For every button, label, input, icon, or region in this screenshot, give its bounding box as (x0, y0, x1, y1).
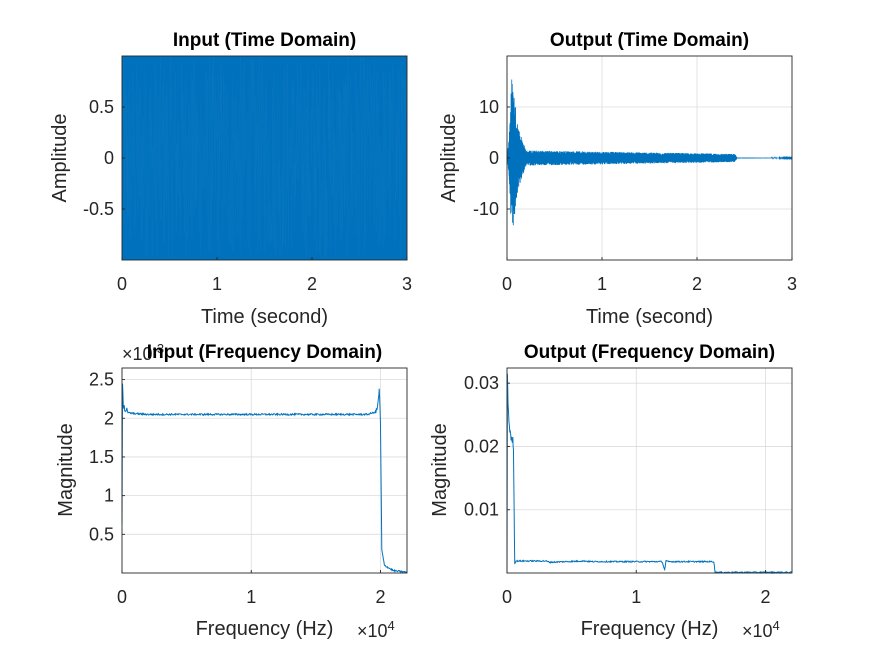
subplot-input-frequency: 0 1 20.511.522.5 ×10-3 Input (Frequency Do… (55, 341, 408, 641)
x-tick-label: 0 (502, 587, 512, 607)
y-tick-label: 0 (489, 148, 499, 168)
x-exponent-label: ×104 (357, 618, 395, 641)
y-tick-label: 0.01 (464, 500, 499, 520)
y-tick-label: 0 (104, 148, 114, 168)
series-output-time (506, 79, 793, 226)
x-exponent-power: 4 (773, 618, 780, 633)
chart-title: Input (Frequency Domain) (147, 342, 382, 363)
series-input-time (121, 56, 408, 260)
x-tick-label: 2 (760, 587, 770, 607)
chart-title: Input (Time Domain) (173, 30, 356, 51)
y-axis-label: Magnitude (55, 423, 77, 516)
x-tick-label: 3 (787, 274, 797, 294)
y-tick-label: 0.02 (464, 436, 499, 456)
ticks: 0 1 2 0.5 1 1.5 2 2.5 (89, 370, 386, 607)
chart-title: Output (Time Domain) (550, 30, 749, 51)
output-time-trace (506, 79, 793, 226)
plot-area (122, 368, 407, 573)
noise-fill (122, 56, 407, 260)
x-tick-label: 3 (402, 274, 412, 294)
x-tick-label: 2 (307, 274, 317, 294)
y-axis-label: Amplitude (438, 114, 460, 203)
y-tick-label: 0.03 (464, 373, 499, 393)
noise-trace (121, 56, 408, 260)
plot-area (507, 368, 792, 573)
x-tick-label: 0 (117, 587, 127, 607)
y-tick-label: 1 (104, 486, 114, 506)
y-tick-label: 2.5 (89, 370, 114, 390)
ticks: 0 1 2 3 10 0 -10 (473, 97, 797, 294)
ticks: 0 1 2 3 0.5 0 -0.5 (83, 97, 412, 294)
y-axis-label: Magnitude (429, 423, 451, 516)
x-tick-label: 1 (246, 587, 256, 607)
series-input-frequency (121, 383, 408, 574)
x-axis-label: Frequency (Hz) (581, 618, 719, 640)
spectrum-trace (121, 383, 408, 574)
x-exponent-power: 4 (388, 618, 395, 633)
y-tick-label: 0.5 (89, 97, 114, 117)
y-tick-label: 0.5 (89, 524, 114, 544)
x-axis-label: Frequency (Hz) (196, 618, 334, 640)
x-tick-label: 0 (117, 274, 127, 294)
x-exponent-times: ×10 (357, 621, 388, 641)
x-tick-label: 2 (375, 587, 385, 607)
y-tick-label: 10 (479, 97, 499, 117)
subplot-output-time: 0 1 2 3 10 0 -10 Output (Time Domain) Time (se… (438, 30, 797, 328)
y-exponent-power: -3 (153, 341, 165, 356)
y-tick-label: -10 (473, 199, 499, 219)
x-tick-label: 1 (212, 274, 222, 294)
y-tick-label: 1.5 (89, 447, 114, 467)
axes-box (506, 367, 793, 574)
x-tick-label: 0 (502, 274, 512, 294)
subplot-output-frequency: 0 1 2 0.01 0.02 0.03 Output (Frequency Domain… (429, 342, 793, 641)
y-exponent-times: ×10 (122, 344, 153, 364)
y-tick-label: -0.5 (83, 199, 114, 219)
y-tick-label: 2 (104, 408, 114, 428)
x-axis-label: Time (second) (586, 306, 713, 328)
x-exponent-label: ×104 (742, 618, 780, 641)
chart-title: Output (Frequency Domain) (524, 342, 775, 363)
ticks: 0 1 2 0.01 0.02 0.03 (464, 373, 771, 607)
x-tick-label: 1 (597, 274, 607, 294)
x-axis-label: Time (second) (201, 306, 328, 328)
subplot-input-time: 0 1 2 3 0.5 0 -0.5 Input (Time Domain) Time (s… (49, 30, 412, 328)
y-axis-label: Amplitude (49, 114, 71, 203)
y-exponent-label: ×10-3 (122, 341, 164, 364)
x-tick-label: 2 (692, 274, 702, 294)
x-tick-label: 1 (631, 587, 641, 607)
axes-box (121, 367, 408, 574)
x-exponent-times: ×10 (742, 621, 773, 641)
